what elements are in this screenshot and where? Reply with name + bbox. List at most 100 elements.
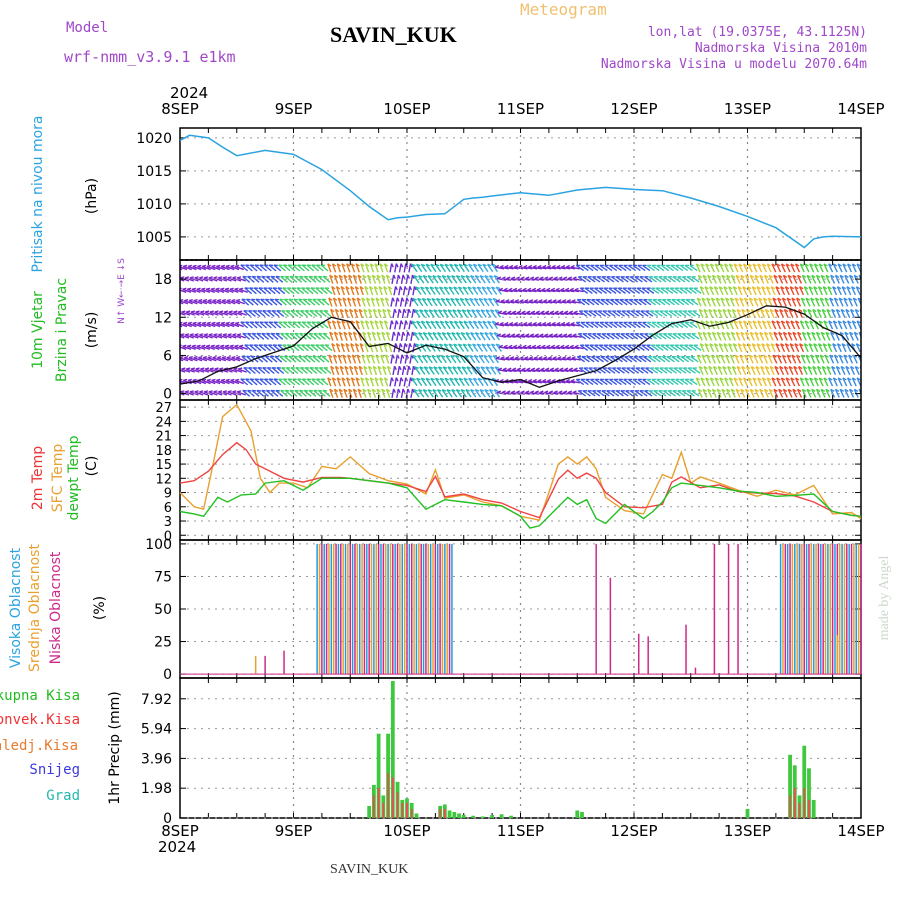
wind-barb — [460, 275, 467, 284]
wind-barb — [199, 277, 209, 282]
wind-barb-head — [403, 365, 407, 371]
wind-barb — [182, 345, 192, 350]
wind-barb — [791, 297, 797, 307]
wind-barb-head — [733, 377, 738, 381]
wind-barb — [491, 320, 499, 330]
wind-barb — [607, 310, 616, 317]
wind-barb — [220, 379, 230, 385]
wind-barb-head — [844, 388, 849, 392]
wind-barb — [768, 275, 774, 284]
wind-barb-head — [427, 332, 433, 335]
wind-barb-head — [182, 287, 187, 290]
wind-barb — [723, 286, 729, 296]
wind-barb — [182, 288, 192, 293]
wind-barb-head — [712, 274, 717, 278]
wind-barb — [472, 377, 480, 387]
wind-barb — [594, 287, 603, 294]
wind-barb-head — [501, 276, 506, 280]
wind-barb — [436, 332, 444, 341]
x-tick-label-bottom: 10SEP — [383, 822, 430, 840]
wind-barb-head — [797, 274, 802, 278]
wind-barb — [270, 332, 279, 340]
wind-barb-head — [402, 274, 406, 279]
y-tick-label: 1015 — [136, 164, 172, 180]
wind-barb-head — [461, 309, 467, 312]
wind-barb — [558, 277, 568, 281]
wind-barb — [849, 332, 855, 341]
wind-barb — [401, 309, 405, 319]
y-tick-label: 9 — [164, 487, 172, 502]
wind-barb — [202, 357, 212, 362]
wind-barb — [355, 320, 360, 330]
wind-barb — [346, 377, 351, 387]
wind-barb — [225, 379, 235, 385]
wind-barb — [229, 345, 239, 350]
wind-barb — [818, 377, 824, 387]
wind-barb — [772, 354, 778, 364]
wind-barb — [390, 297, 394, 307]
wind-barb — [180, 334, 190, 339]
wind-barb — [657, 356, 666, 363]
wind-barb — [519, 300, 529, 304]
wind-barb-head — [837, 377, 842, 381]
wind-barb-head — [817, 365, 822, 370]
wind-barb-head — [366, 297, 371, 301]
wind-barb — [601, 390, 610, 397]
wind-barb — [399, 297, 403, 307]
wind-barb — [439, 320, 446, 330]
wind-barb-head — [499, 378, 504, 382]
wind-barb — [361, 297, 366, 307]
wind-barb — [459, 298, 466, 307]
wind-barb-head — [418, 275, 423, 278]
wind-barb — [468, 320, 475, 330]
wind-barb-head — [444, 320, 449, 324]
wind-barb — [780, 343, 786, 353]
wind-barb — [707, 389, 713, 398]
wind-barb — [749, 389, 755, 398]
wind-barb — [717, 366, 723, 375]
precip-total-bar — [367, 805, 372, 818]
wind-barb — [251, 389, 260, 397]
wind-barb-head — [330, 365, 335, 370]
wind-barb — [182, 265, 192, 271]
wind-barb — [769, 309, 775, 318]
wind-barb-head — [851, 343, 856, 347]
wind-barb-head — [468, 263, 473, 267]
wind-barb — [775, 343, 781, 353]
wind-barb-head — [230, 378, 235, 382]
wind-barb-head — [711, 297, 716, 301]
wind-barb — [759, 332, 765, 341]
wind-barb-head — [201, 321, 207, 325]
wind-barb-head — [187, 378, 193, 382]
wind-barb — [315, 264, 324, 272]
wind-barb-head — [184, 355, 189, 359]
wind-barb — [480, 309, 487, 318]
wind-barb — [502, 312, 512, 316]
wind-barb — [302, 298, 311, 306]
wind-barb-head — [186, 367, 191, 370]
wind-barb-head — [738, 320, 743, 324]
wind-barb — [854, 309, 860, 318]
wind-barb — [507, 312, 517, 316]
wind-barb — [369, 377, 375, 387]
wind-barb-head — [477, 377, 483, 381]
wind-barb-head — [219, 310, 224, 313]
wind-barb-head — [413, 332, 418, 335]
wind-barb-head — [368, 308, 373, 313]
wind-barb-head — [832, 343, 837, 347]
wind-barb — [457, 286, 465, 295]
wind-barb — [259, 378, 268, 386]
wind-barb-head — [724, 263, 729, 267]
wind-barb — [822, 286, 828, 296]
wind-barb-head — [186, 310, 191, 313]
wind-barb-head — [733, 286, 738, 290]
wind-barb — [557, 300, 567, 304]
wind-barb-head — [729, 377, 734, 381]
wind-barb-head — [507, 310, 512, 314]
wind-barb — [664, 310, 673, 317]
wind-barb — [375, 297, 380, 307]
wind-barb — [344, 309, 349, 319]
wind-barb-head — [536, 344, 541, 348]
wind-barb-head — [700, 263, 705, 267]
